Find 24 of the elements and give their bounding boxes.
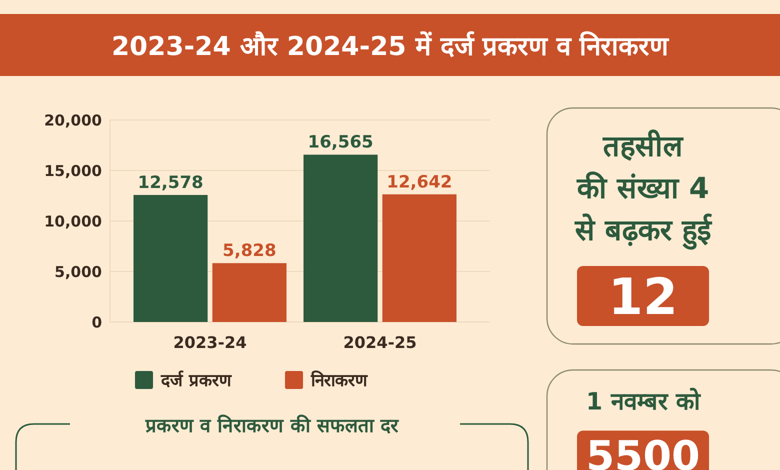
y-tick-label: 10,000 (44, 212, 102, 230)
y-tick-label: 15,000 (44, 162, 102, 180)
data-label: 5,828 (222, 241, 276, 262)
text: 12 (608, 268, 678, 326)
text: 1 नवम्बर को (586, 387, 702, 416)
bar (304, 154, 378, 322)
x-tick-label: 2024-25 (343, 333, 417, 352)
data-label: 12,642 (386, 172, 452, 192)
text: तहसील (602, 129, 684, 163)
bar (134, 194, 208, 322)
y-tick-label: 0 (92, 313, 102, 332)
bar (212, 263, 286, 322)
y-tick-label: 5,000 (54, 262, 102, 281)
chart-title: 2023-24 और 2024-25 में दर्ज प्रकरण व निराकरण (111, 31, 670, 62)
text: से बढ़कर हुई (574, 213, 714, 250)
x-tick-label: 2023-24 (173, 333, 247, 352)
legend-label: निराकरण (310, 370, 368, 391)
text: की संख्या 4 (576, 171, 710, 205)
text: प्रकरण व निराकरण की सफलता दर (144, 414, 400, 437)
bar (382, 194, 456, 322)
legend-label: दर्ज प्रकरण (160, 370, 232, 391)
y-tick-label: 20,000 (44, 111, 102, 130)
data-label: 16,565 (308, 132, 374, 153)
data-label: 12,578 (138, 172, 204, 193)
